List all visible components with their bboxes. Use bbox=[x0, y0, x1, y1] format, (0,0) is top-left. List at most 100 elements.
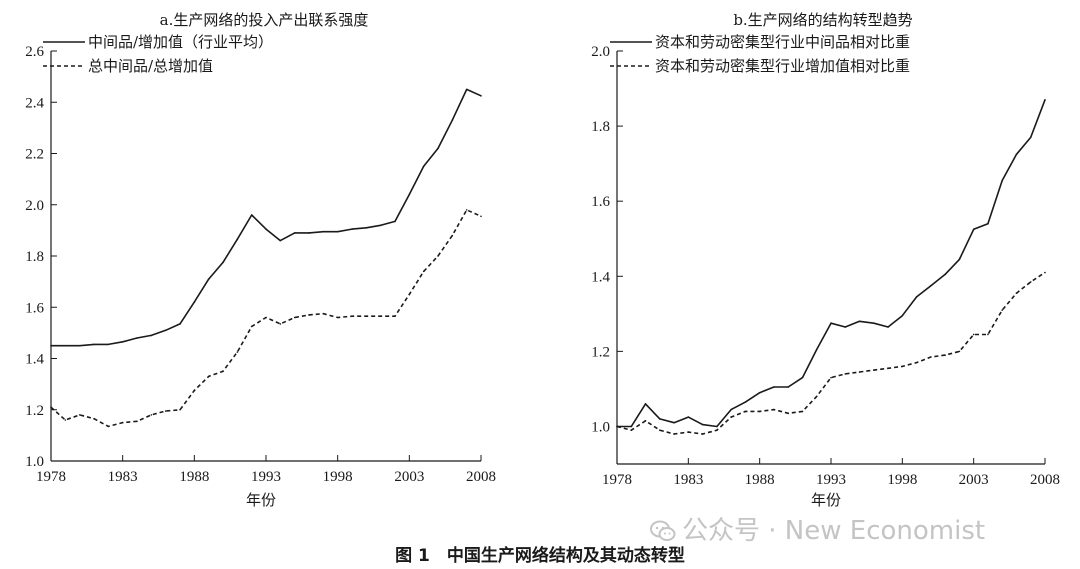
data-point bbox=[351, 228, 353, 230]
data-point bbox=[379, 224, 382, 227]
data-point bbox=[64, 419, 67, 421]
data-point bbox=[107, 425, 110, 428]
data-point bbox=[659, 429, 661, 432]
data-point bbox=[958, 258, 961, 261]
data-point bbox=[773, 386, 775, 388]
data-point bbox=[801, 376, 804, 379]
y-tick-label: 1.6 bbox=[591, 194, 610, 210]
data-point bbox=[236, 238, 239, 241]
data-point bbox=[915, 296, 918, 298]
data-point bbox=[858, 371, 861, 373]
series-line-2 bbox=[616, 271, 1046, 435]
data-point bbox=[322, 230, 325, 233]
data-point bbox=[408, 193, 411, 196]
data-point bbox=[887, 326, 889, 328]
data-point bbox=[930, 356, 932, 358]
panel-b: b.生产网络的结构转型趋势 1.0 1.2 1.4 1.6 1.8 2.0 1978 1983 1… bbox=[591, 11, 1060, 509]
legend-label-2: 资本和劳动密集型行业增加值相对比重 bbox=[655, 57, 910, 75]
data-point bbox=[644, 420, 647, 422]
data-point bbox=[687, 431, 690, 433]
y-tick-label: 1.2 bbox=[591, 344, 610, 360]
y-tick-label: 2.0 bbox=[25, 198, 44, 214]
data-point bbox=[673, 421, 675, 424]
data-point bbox=[279, 323, 282, 325]
data-point bbox=[222, 261, 224, 264]
data-point bbox=[787, 386, 789, 388]
data-point bbox=[136, 420, 138, 423]
data-point bbox=[365, 315, 368, 318]
x-tick-label: 1983 bbox=[108, 469, 138, 485]
data-point bbox=[265, 228, 267, 230]
data-point bbox=[78, 414, 81, 416]
data-point bbox=[121, 341, 124, 343]
x-tick-label: 2003 bbox=[394, 469, 424, 485]
data-point bbox=[480, 215, 482, 218]
data-point bbox=[616, 425, 618, 428]
data-point bbox=[773, 408, 775, 411]
data-point bbox=[901, 314, 904, 317]
data-point bbox=[944, 273, 946, 276]
data-point bbox=[844, 373, 847, 375]
x-axis-label: 年份 bbox=[811, 491, 841, 509]
data-point bbox=[687, 416, 690, 418]
watermark-text: 公众号 · New Economist bbox=[682, 516, 986, 546]
data-point bbox=[716, 425, 718, 428]
data-point bbox=[121, 421, 124, 424]
data-point bbox=[451, 119, 454, 121]
data-point bbox=[250, 214, 253, 216]
data-point bbox=[351, 315, 353, 318]
data-point bbox=[1015, 292, 1018, 294]
data-point bbox=[336, 230, 339, 233]
x-tick-label: 2003 bbox=[959, 472, 989, 488]
y-tick-label: 1.6 bbox=[25, 300, 44, 316]
x-tick-label: 1988 bbox=[745, 472, 775, 488]
data-point bbox=[844, 326, 847, 328]
x-tick-label: 1998 bbox=[887, 472, 917, 488]
data-point bbox=[193, 389, 196, 392]
data-point bbox=[1029, 281, 1032, 283]
data-point bbox=[887, 367, 889, 370]
x-tick-label: 1978 bbox=[36, 469, 66, 485]
data-point bbox=[972, 333, 975, 336]
data-point bbox=[644, 403, 647, 405]
data-point bbox=[50, 344, 52, 347]
data-point bbox=[164, 329, 167, 332]
data-point bbox=[1001, 179, 1003, 182]
chart-title: a.生产网络的投入产出联系强度 bbox=[160, 11, 369, 29]
data-point bbox=[730, 408, 732, 411]
data-point bbox=[744, 401, 747, 403]
data-point bbox=[451, 234, 454, 237]
data-point bbox=[50, 406, 52, 408]
data-point bbox=[78, 344, 81, 347]
data-point bbox=[107, 343, 110, 346]
data-point bbox=[758, 391, 761, 394]
data-point bbox=[873, 322, 875, 325]
data-point bbox=[465, 88, 468, 91]
x-tick-label: 1983 bbox=[673, 472, 703, 488]
data-point bbox=[716, 429, 718, 432]
data-point bbox=[744, 410, 747, 413]
data-point bbox=[815, 395, 818, 398]
data-point bbox=[93, 417, 95, 420]
data-point bbox=[972, 228, 975, 231]
data-point bbox=[1001, 309, 1003, 311]
series-line-1 bbox=[51, 88, 482, 347]
data-point bbox=[422, 270, 425, 273]
data-point bbox=[322, 312, 325, 315]
watermark: 公众号 · New Economist bbox=[650, 510, 985, 547]
data-point bbox=[308, 232, 310, 234]
data-point bbox=[830, 376, 832, 379]
data-point bbox=[179, 323, 181, 325]
x-tick-label: 1993 bbox=[251, 469, 281, 485]
data-point bbox=[93, 343, 95, 346]
data-point bbox=[222, 370, 224, 373]
legend-label-2: 总中间品/总增加值 bbox=[88, 57, 213, 75]
y-tick-label: 1.4 bbox=[591, 269, 610, 285]
data-point bbox=[179, 408, 181, 411]
data-point bbox=[787, 412, 789, 415]
data-point bbox=[164, 410, 167, 412]
data-point bbox=[480, 95, 482, 97]
y-tick-label: 1.8 bbox=[25, 249, 44, 265]
y-tick-label: 1.8 bbox=[591, 119, 610, 135]
